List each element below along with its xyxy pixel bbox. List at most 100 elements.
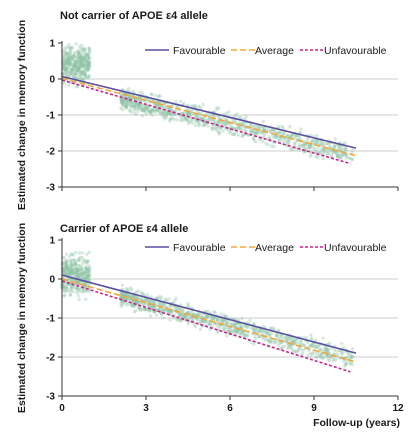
scatter-point <box>222 313 226 317</box>
scatter-point <box>179 312 184 317</box>
scatter-point <box>82 59 87 63</box>
scatter-point <box>126 103 130 107</box>
scatter-point <box>76 66 81 71</box>
scatter-point <box>202 123 207 127</box>
scatter-point <box>62 268 67 272</box>
scatter-point <box>219 126 223 131</box>
scatter-point <box>68 69 73 74</box>
scatter-point <box>66 265 70 269</box>
scatter-point <box>308 145 313 150</box>
scatter-point <box>165 113 169 117</box>
scatter-point <box>324 349 328 354</box>
scatter-point <box>279 136 283 141</box>
scatter-point <box>198 315 202 319</box>
scatter-point <box>210 127 214 131</box>
scatter-point <box>317 343 321 348</box>
scatter-point <box>258 330 262 334</box>
scatter-point <box>347 156 352 160</box>
scatter-point <box>285 338 289 343</box>
scatter-point <box>128 94 132 98</box>
scatter-point <box>62 63 66 68</box>
scatter-point <box>159 311 163 315</box>
scatter-point <box>79 64 83 68</box>
scatter-point <box>145 293 150 297</box>
scatter-point <box>256 131 260 135</box>
scatter-point <box>154 110 158 115</box>
scatter-point <box>69 60 73 65</box>
scatter-point <box>136 105 141 109</box>
scatter-point <box>70 261 74 265</box>
scatter-point <box>331 357 336 362</box>
scatter-point <box>87 62 91 67</box>
scatter-point <box>309 343 313 347</box>
scatter-point <box>180 111 185 115</box>
scatter-point <box>65 66 69 71</box>
scatter-point <box>87 60 91 64</box>
scatter-point <box>124 106 128 110</box>
scatter-point <box>291 338 295 343</box>
scatter-point <box>338 144 342 149</box>
scatter-point <box>120 102 125 107</box>
scatter-point <box>83 66 88 71</box>
scatter-point <box>66 59 70 63</box>
scatter-point <box>131 104 136 109</box>
scatter-point <box>195 119 199 124</box>
scatter-point <box>328 146 333 150</box>
scatter-point <box>205 314 209 318</box>
scatter-point <box>129 303 134 307</box>
scatter-point <box>292 349 297 354</box>
scatter-point <box>64 259 68 263</box>
scatter-point <box>269 326 274 330</box>
scatter-point <box>62 66 66 70</box>
scatter-point <box>82 271 87 276</box>
series-line-favourable <box>61 274 357 354</box>
scatter-point <box>142 307 147 312</box>
scatter-point <box>238 121 242 125</box>
scatter-point <box>266 339 271 343</box>
scatter-point <box>302 142 306 147</box>
scatter-point <box>168 112 172 117</box>
scatter-point <box>129 294 134 299</box>
scatter-point <box>332 348 336 352</box>
scatter-point <box>161 308 165 313</box>
scatter-point <box>246 333 250 337</box>
scatter-point <box>350 347 355 351</box>
scatter-point <box>129 287 134 292</box>
scatter-point <box>145 105 149 109</box>
scatter-point <box>68 51 72 55</box>
scatter-point <box>248 318 252 322</box>
scatter-point <box>250 127 254 131</box>
scatter-point <box>299 127 303 131</box>
scatter-point <box>140 91 145 95</box>
scatter-point <box>331 151 335 155</box>
scatter-point <box>120 99 125 103</box>
scatter-point <box>242 333 247 337</box>
scatter-point <box>144 105 148 109</box>
scatter-point <box>87 273 92 277</box>
scatter-point <box>81 290 85 294</box>
scatter-point <box>66 272 70 276</box>
scatter-point <box>335 352 340 357</box>
scatter-point <box>233 328 237 333</box>
scatter-point <box>157 109 162 114</box>
scatter-point <box>197 124 201 128</box>
scatter-point <box>120 299 124 304</box>
scatter-point <box>150 305 154 310</box>
scatter-point <box>164 113 168 117</box>
scatter-point <box>334 349 339 353</box>
scatter-point <box>262 330 266 334</box>
scatter-point <box>227 320 231 325</box>
scatter-point <box>63 266 67 270</box>
scatter-point <box>87 46 91 50</box>
scatter-point <box>329 153 333 158</box>
scatter-point <box>137 106 142 110</box>
scatter-point <box>66 63 70 67</box>
scatter-point <box>83 73 87 77</box>
scatter-point <box>322 148 326 152</box>
scatter-point <box>87 74 92 78</box>
scatter-point <box>243 129 247 133</box>
scatter-point <box>230 322 234 327</box>
scatter-point <box>314 133 319 138</box>
scatter-point <box>73 286 77 290</box>
scatter-point <box>309 337 313 341</box>
